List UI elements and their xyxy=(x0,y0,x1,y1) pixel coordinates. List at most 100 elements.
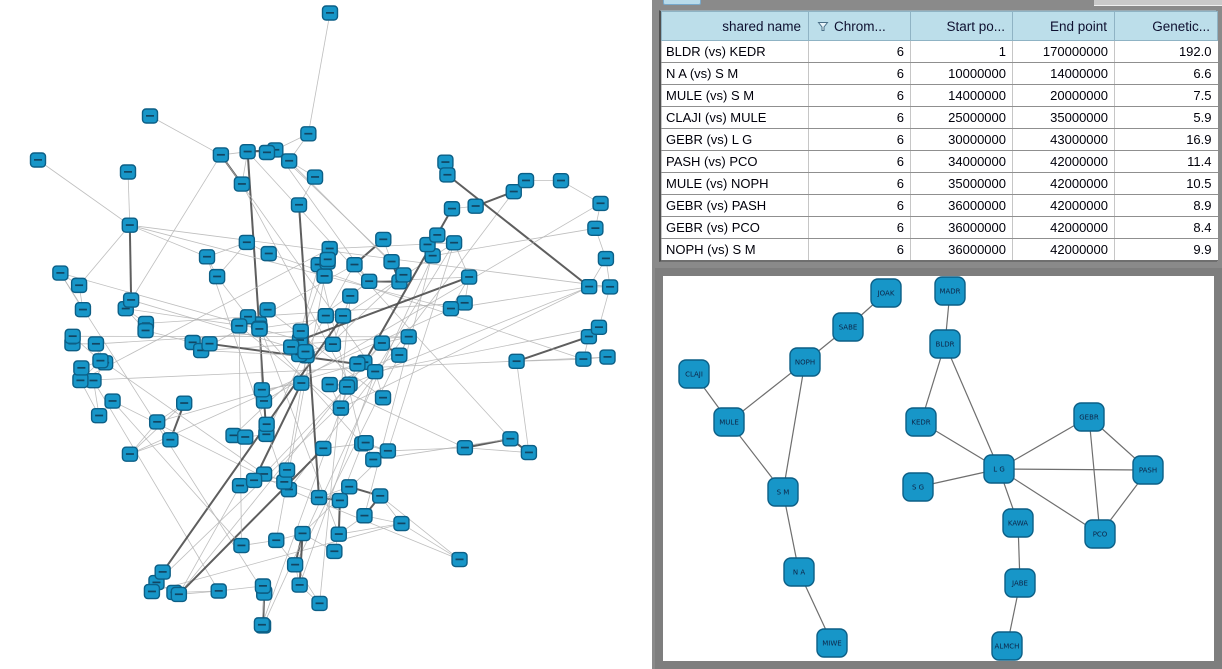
table-row[interactable]: NOPH (vs) S M 6 36000000 42000000 9.9 xyxy=(661,238,1218,261)
cell-start-position[interactable]: 14000000 xyxy=(910,84,1013,107)
cell-end-point[interactable]: 42000000 xyxy=(1012,194,1115,217)
cell-shared-name[interactable]: NOPH (vs) S M xyxy=(661,238,809,261)
node-label-smudge xyxy=(321,314,330,317)
cell-start-position[interactable]: 1 xyxy=(910,40,1013,63)
cell-chromosome[interactable]: 6 xyxy=(808,238,911,261)
network-node-MADR[interactable] xyxy=(934,276,966,306)
main-network-view[interactable] xyxy=(0,0,652,669)
cell-end-point[interactable]: 42000000 xyxy=(1012,216,1115,239)
network-node-MULE[interactable] xyxy=(713,407,745,437)
cell-shared-name[interactable]: PASH (vs) PCO xyxy=(661,150,809,173)
cell-shared-name[interactable]: MULE (vs) NOPH xyxy=(661,172,809,195)
cell-genetic[interactable]: 5.9 xyxy=(1114,106,1218,129)
network-node-KAWA[interactable] xyxy=(1002,508,1034,538)
cell-genetic[interactable]: 8.9 xyxy=(1114,194,1218,217)
network-node-JABE[interactable] xyxy=(1004,568,1036,598)
network-node-GEBR[interactable] xyxy=(1073,402,1105,432)
network-node-NOPH[interactable] xyxy=(789,347,821,377)
network-node-KEDR[interactable] xyxy=(905,407,937,437)
cell-start-position[interactable]: 35000000 xyxy=(910,172,1013,195)
network-node-N-A[interactable] xyxy=(783,557,815,587)
table-row[interactable]: N A (vs) S M 6 10000000 14000000 6.6 xyxy=(661,62,1218,85)
sub-network-canvas[interactable]: JOAK MADR SABE BLDR NOPH CLAJI MULE KEDR GEBR L G… xyxy=(663,276,1214,661)
cell-chromosome[interactable]: 6 xyxy=(808,84,911,107)
filter-icon[interactable] xyxy=(817,21,829,32)
column-header-chromosome[interactable]: Chrom... xyxy=(808,11,911,41)
network-node-MIWE[interactable] xyxy=(816,628,848,658)
cell-genetic[interactable]: 192.0 xyxy=(1114,40,1218,63)
network-node-JOAK[interactable] xyxy=(870,278,902,308)
network-edge xyxy=(104,362,265,475)
cell-chromosome[interactable]: 6 xyxy=(808,216,911,239)
cell-genetic[interactable]: 11.4 xyxy=(1114,150,1218,173)
network-node-S-G[interactable] xyxy=(902,472,934,502)
cell-end-point[interactable]: 35000000 xyxy=(1012,106,1115,129)
network-node-S-M[interactable] xyxy=(767,477,799,507)
cell-start-position[interactable]: 10000000 xyxy=(910,62,1013,85)
cell-genetic[interactable]: 8.4 xyxy=(1114,216,1218,239)
network-node-PASH[interactable] xyxy=(1132,455,1164,485)
cell-end-point[interactable]: 42000000 xyxy=(1012,150,1115,173)
cell-shared-name[interactable]: GEBR (vs) PCO xyxy=(661,216,809,239)
table-row[interactable]: BLDR (vs) KEDR 6 1 170000000 192.0 xyxy=(661,40,1218,63)
cell-chromosome[interactable]: 6 xyxy=(808,128,911,151)
table-row[interactable]: GEBR (vs) PCO 6 36000000 42000000 8.4 xyxy=(661,216,1218,239)
cell-genetic[interactable]: 6.6 xyxy=(1114,62,1218,85)
cell-start-position[interactable]: 25000000 xyxy=(910,106,1013,129)
cell-end-point[interactable]: 170000000 xyxy=(1012,40,1115,63)
node-label-smudge xyxy=(296,330,305,332)
node-label-smudge xyxy=(287,346,296,348)
sub-network-view[interactable]: JOAK MADR SABE BLDR NOPH CLAJI MULE KEDR GEBR L G… xyxy=(655,268,1222,669)
cell-start-position[interactable]: 36000000 xyxy=(910,238,1013,261)
cell-genetic[interactable]: 7.5 xyxy=(1114,84,1218,107)
table-row[interactable]: GEBR (vs) L G 6 30000000 43000000 16.9 xyxy=(661,128,1218,151)
cell-genetic[interactable]: 10.5 xyxy=(1114,172,1218,195)
cell-end-point[interactable]: 42000000 xyxy=(1012,238,1115,261)
network-node-L-G[interactable] xyxy=(983,454,1015,484)
network-edge xyxy=(998,468,1149,471)
table-row[interactable]: MULE (vs) S M 6 14000000 20000000 7.5 xyxy=(661,84,1218,107)
network-node-CLAJI[interactable] xyxy=(678,359,710,389)
network-edge xyxy=(233,274,404,436)
scrollbar-fragment[interactable] xyxy=(1094,0,1222,6)
cell-shared-name[interactable]: GEBR (vs) PASH xyxy=(661,194,809,217)
network-node-PCO[interactable] xyxy=(1084,519,1116,549)
network-node-BLDR[interactable] xyxy=(929,329,961,359)
cell-chromosome[interactable]: 6 xyxy=(808,172,911,195)
cell-shared-name[interactable]: MULE (vs) S M xyxy=(661,84,809,107)
cell-end-point[interactable]: 14000000 xyxy=(1012,62,1115,85)
table-row[interactable]: GEBR (vs) PASH 6 36000000 42000000 8.9 xyxy=(661,194,1218,217)
column-header-genetic[interactable]: Genetic... xyxy=(1114,11,1218,41)
cell-shared-name[interactable]: GEBR (vs) L G xyxy=(661,128,809,151)
cell-end-point[interactable]: 20000000 xyxy=(1012,84,1115,107)
main-network-canvas[interactable] xyxy=(0,0,652,669)
table-tab-stub[interactable] xyxy=(663,0,701,5)
cell-chromosome[interactable]: 6 xyxy=(808,62,911,85)
cell-genetic[interactable]: 9.9 xyxy=(1114,238,1218,261)
network-edge xyxy=(516,361,530,453)
cell-chromosome[interactable]: 6 xyxy=(808,106,911,129)
cell-end-point[interactable]: 42000000 xyxy=(1012,172,1115,195)
cell-shared-name[interactable]: N A (vs) S M xyxy=(661,62,809,85)
column-header-shared-name[interactable]: shared name xyxy=(661,11,809,41)
table-row[interactable]: PASH (vs) PCO 6 34000000 42000000 11.4 xyxy=(661,150,1218,173)
cell-end-point[interactable]: 43000000 xyxy=(1012,128,1115,151)
cell-start-position[interactable]: 34000000 xyxy=(910,150,1013,173)
cell-shared-name[interactable]: BLDR (vs) KEDR xyxy=(661,40,809,63)
network-node-ALMCH[interactable] xyxy=(991,631,1023,661)
cell-chromosome[interactable]: 6 xyxy=(808,40,911,63)
column-header-start-position[interactable]: Start po... xyxy=(910,11,1013,41)
cell-start-position[interactable]: 36000000 xyxy=(910,216,1013,239)
cell-chromosome[interactable]: 6 xyxy=(808,150,911,173)
table-row[interactable]: MULE (vs) NOPH 6 35000000 42000000 10.5 xyxy=(661,172,1218,195)
cell-chromosome[interactable]: 6 xyxy=(808,194,911,217)
network-edge xyxy=(127,171,131,226)
node-label-smudge xyxy=(124,171,132,173)
cell-start-position[interactable]: 30000000 xyxy=(910,128,1013,151)
cell-shared-name[interactable]: CLAJI (vs) MULE xyxy=(661,106,809,129)
cell-genetic[interactable]: 16.9 xyxy=(1114,128,1218,151)
column-header-end-point[interactable]: End point xyxy=(1012,11,1115,41)
network-node-SABE[interactable] xyxy=(832,312,864,342)
table-row[interactable]: CLAJI (vs) MULE 6 25000000 35000000 5.9 xyxy=(661,106,1218,129)
cell-start-position[interactable]: 36000000 xyxy=(910,194,1013,217)
